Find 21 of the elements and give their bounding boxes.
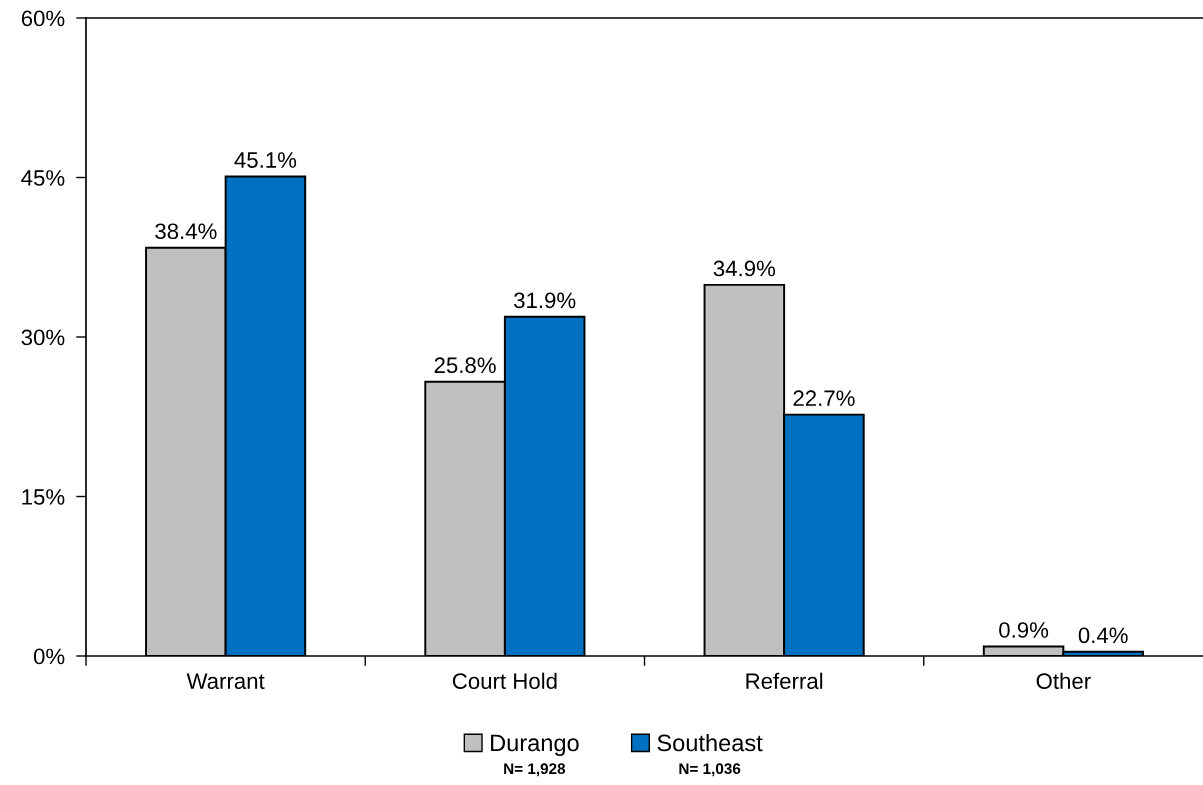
data-label: 31.9% (514, 292, 576, 309)
y-tick-label: 45% (21, 170, 65, 186)
x-tick-label: Warrant (186, 673, 265, 689)
y-tick-label: 60% (21, 10, 65, 27)
x-tick-label: Other (1036, 672, 1091, 689)
text: N= 1,928 (504, 763, 566, 777)
legend-label: Durango (491, 734, 579, 756)
x-tick-label: Court Hold (452, 672, 557, 689)
y-tick-label: 30% (21, 329, 65, 346)
data-label: 38.4% (155, 223, 217, 240)
y-tick-label: 15% (22, 489, 65, 505)
data-label: 25.8% (434, 357, 496, 374)
y-tick-label: 0% (33, 648, 65, 665)
data-label: 34.9% (713, 260, 776, 277)
legend-label: Southeast (657, 733, 763, 752)
text: N= 1,036 (679, 763, 741, 777)
data-label: 0.9% (999, 622, 1049, 638)
data-label: 0.4% (1078, 627, 1128, 644)
data-label: 45.1% (234, 152, 297, 168)
x-tick-label: Referral (746, 672, 823, 689)
data-label: 22.7% (793, 390, 855, 406)
